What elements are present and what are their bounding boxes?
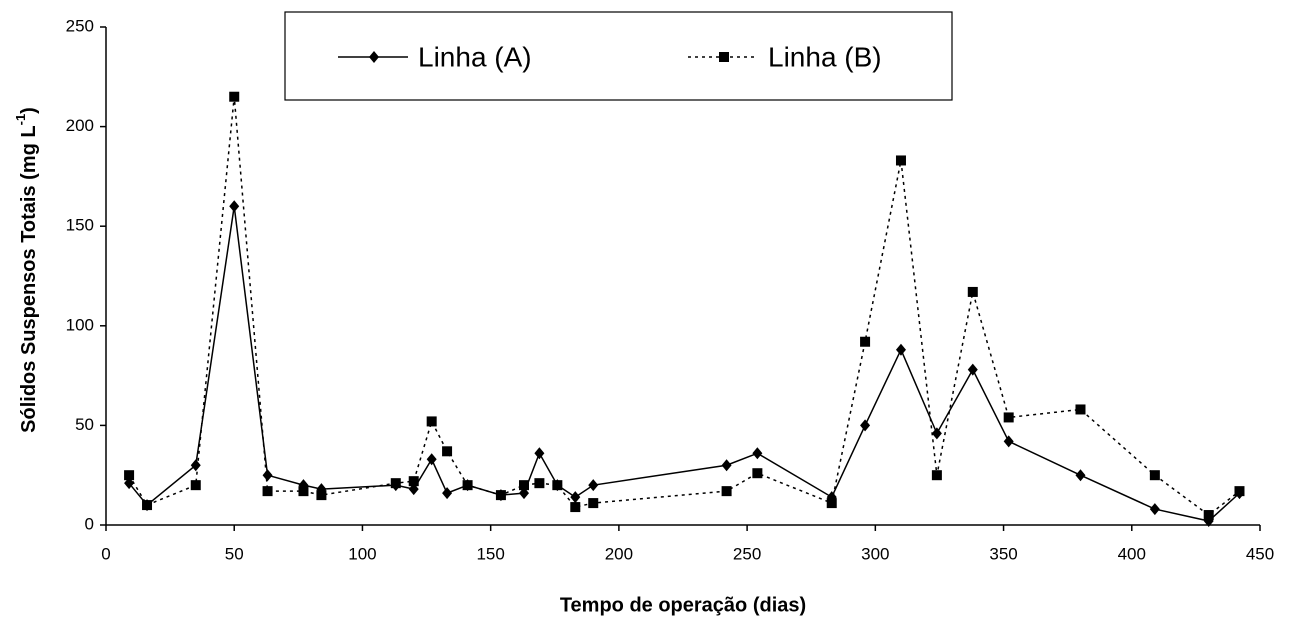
marker <box>752 468 763 479</box>
y-tick-label: 50 <box>75 415 94 434</box>
marker <box>826 498 837 509</box>
marker <box>408 476 419 487</box>
marker <box>588 498 599 509</box>
marker <box>229 91 240 102</box>
marker <box>519 480 530 491</box>
x-axis-title: Tempo de operação (dias) <box>560 594 806 616</box>
marker <box>931 427 942 440</box>
marker <box>967 286 978 297</box>
marker <box>895 155 906 166</box>
legend <box>284 11 953 101</box>
x-tick-label: 200 <box>605 544 633 563</box>
marker <box>860 419 871 432</box>
y-tick-label: 250 <box>66 16 94 35</box>
legend-marker <box>719 52 729 62</box>
x-tick-label: 0 <box>101 544 110 563</box>
legend-label: Linha (A) <box>418 41 532 72</box>
marker <box>721 459 732 472</box>
marker <box>967 363 978 376</box>
marker <box>262 486 273 497</box>
marker <box>552 480 563 491</box>
marker <box>895 343 906 356</box>
y-axis-title-main: Sólidos Suspensos Totais (mg L <box>18 125 40 432</box>
marker <box>190 480 201 491</box>
marker <box>426 416 437 427</box>
marker <box>1075 469 1086 482</box>
x-tick-label: 150 <box>476 544 504 563</box>
marker <box>190 459 201 472</box>
marker <box>142 500 153 511</box>
marker <box>462 480 473 491</box>
marker <box>1149 470 1160 481</box>
y-tick-label: 200 <box>66 116 94 135</box>
marker <box>534 447 545 460</box>
marker <box>442 487 453 500</box>
y-tick-label: 100 <box>66 315 94 334</box>
legend-label: Linha (B) <box>768 41 882 72</box>
marker <box>1234 486 1245 497</box>
x-tick-label: 400 <box>1118 544 1146 563</box>
marker <box>442 446 453 457</box>
y-tick-label: 150 <box>66 216 94 235</box>
marker <box>298 486 309 497</box>
x-tick-label: 300 <box>861 544 889 563</box>
marker <box>931 470 942 481</box>
series-line <box>128 96 1240 516</box>
marker <box>860 336 871 347</box>
y-axis-title-sup: -1 <box>13 114 28 126</box>
marker <box>390 478 401 489</box>
marker <box>570 502 581 513</box>
marker <box>752 447 763 460</box>
marker <box>124 470 135 481</box>
marker <box>721 486 732 497</box>
x-tick-label: 250 <box>733 544 761 563</box>
x-tick-label: 350 <box>989 544 1017 563</box>
marker <box>1003 435 1014 448</box>
marker <box>534 478 545 489</box>
marker <box>588 479 599 492</box>
y-tick-label: 0 <box>85 514 94 533</box>
y-axis-title: Sólidos Suspensos Totais (mg L-1) <box>13 107 40 433</box>
marker <box>316 490 327 501</box>
marker <box>1149 503 1160 516</box>
series-line <box>128 206 1240 522</box>
marker <box>229 200 240 213</box>
marker <box>1075 404 1086 415</box>
marker <box>262 469 273 482</box>
y-axis-title-end: ) <box>18 107 40 114</box>
x-tick-label: 100 <box>348 544 376 563</box>
marker <box>1003 412 1014 423</box>
x-tick-label: 450 <box>1246 544 1274 563</box>
legend-marker <box>369 51 379 63</box>
x-tick-label: 50 <box>225 544 244 563</box>
marker <box>495 490 506 501</box>
marker <box>1203 510 1214 521</box>
marker <box>426 453 437 466</box>
marker <box>570 491 581 504</box>
